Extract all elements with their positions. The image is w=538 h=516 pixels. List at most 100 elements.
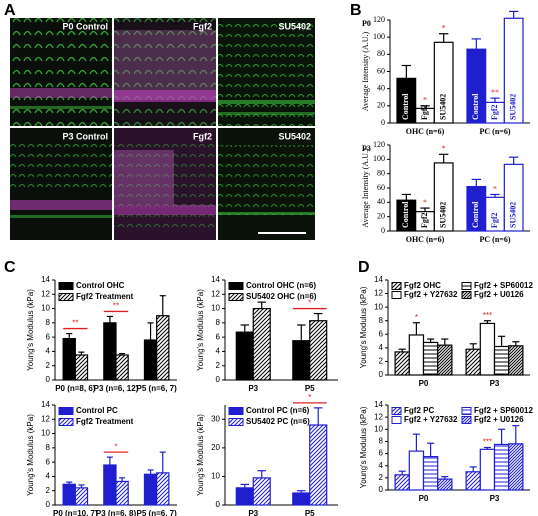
y-tick-label: 40 (377, 197, 385, 206)
x-tick-label: P3 (248, 384, 258, 393)
y-tick-label: 12 (374, 289, 383, 298)
bar (115, 354, 129, 381)
x-tick-label: P3 (n=6, 8) (96, 509, 137, 516)
legend-swatch (58, 407, 74, 415)
x-tick-label: OHC (n=6) (406, 235, 445, 244)
y-tick-label: 12 (374, 412, 383, 421)
x-tick-label: P0 (419, 494, 429, 503)
legend-label: Fgf2 + U0126 (474, 415, 524, 424)
bar (394, 474, 410, 491)
y-tick-label: 60 (377, 183, 385, 192)
significance: * (423, 96, 427, 105)
legend-label: Fgf2 Treatment (76, 292, 134, 301)
micrograph (114, 128, 216, 240)
chart: 0 2 4 6 8 10 12 14 Young's Modulus (kPa) P3 P5 * Con… (196, 275, 338, 393)
bar-label: Control (471, 93, 480, 120)
significance: * (493, 184, 497, 193)
y-tick-label: 10 (41, 429, 50, 438)
bar (479, 448, 496, 491)
y-tick-label: 10 (374, 302, 383, 311)
bar (156, 472, 170, 506)
bar (62, 337, 76, 381)
bar-label: Control (401, 201, 410, 228)
image-label: P0 Control (62, 21, 108, 31)
bar-label: Control (471, 201, 480, 228)
bar (437, 344, 453, 376)
legend-swatch (391, 282, 402, 290)
chart: 0 2 4 6 8 10 12 14 Young's Modulus (kPa) P0 * P3 ***… (359, 275, 533, 388)
y-tick-label: 0 (216, 500, 221, 509)
bar (493, 443, 510, 491)
legend-swatch (391, 407, 402, 415)
chart: 0 10 20 30 Young's Modulus (kPa) P3 P5 * Control… (196, 393, 338, 516)
bar-label: SU5402 (508, 202, 517, 228)
bar-label: Control (401, 93, 410, 120)
chart: 0 2 4 6 8 10 12 14 Young's Modulus (kPa) P0 (n=8,… (26, 275, 177, 393)
legend-label: Control PC (76, 406, 118, 415)
bar (465, 471, 481, 491)
bar (408, 334, 425, 376)
bar (235, 487, 254, 506)
y-tick-label: 10 (211, 304, 220, 313)
y-tick-label: 10 (211, 472, 220, 481)
bar (422, 341, 439, 376)
y-axis-label: Average Intensity (A.U.) (361, 31, 370, 111)
chart: 0 2 4 6 8 10 12 14 Young's Modulus (kPa) P0 P3 *** F… (359, 400, 533, 503)
bar (292, 340, 311, 381)
micrograph (114, 18, 216, 126)
bar (408, 450, 425, 491)
image-label: SU5402 (278, 131, 311, 141)
bar-label: Fgf2 (490, 104, 499, 120)
bar-label: SU5402 (508, 94, 517, 120)
y-tick-label: 40 (377, 83, 385, 92)
significance: ** (72, 319, 78, 328)
micrograph (218, 128, 315, 240)
y-tick-label: 4 (379, 461, 384, 470)
bar (493, 345, 510, 376)
x-tick-label: P0 (n=10, 7) (53, 509, 98, 516)
y-tick-label: 30 (211, 414, 220, 423)
legend-label: SU5402 OHC (n=6) (246, 292, 317, 301)
y-tick-label: 6 (46, 457, 51, 466)
bar (422, 456, 439, 491)
y-tick-label: 8 (46, 318, 51, 327)
y-axis-label: Average Intensity (A.U.) (361, 148, 370, 228)
y-tick-label: 8 (379, 316, 384, 325)
legend-label: Fgf2 OHC (404, 281, 441, 290)
bar (252, 477, 271, 506)
bar (479, 322, 496, 376)
y-tick-label: 14 (374, 400, 383, 409)
y-tick-label: 0 (381, 226, 385, 235)
legend-swatch (228, 293, 244, 301)
bar (292, 492, 311, 506)
legend-swatch (391, 416, 402, 424)
chart-title: P3 (362, 144, 371, 153)
y-tick-label: 2 (46, 486, 51, 495)
legend-label: Fgf2 Treatment (76, 417, 134, 426)
panel-letter: B (350, 2, 362, 19)
y-tick-label: 4 (216, 347, 221, 356)
y-tick-label: 2 (46, 361, 51, 370)
micrograph (10, 18, 112, 126)
y-tick-label: 0 (46, 500, 51, 509)
y-tick-label: 0 (379, 370, 384, 379)
x-tick-label: P0 (419, 379, 429, 388)
bar (465, 348, 481, 376)
y-tick-label: 0 (381, 118, 385, 127)
bar (394, 351, 410, 376)
micrograph (218, 18, 315, 126)
y-tick-label: 20 (211, 443, 220, 452)
y-tick-label: 8 (216, 318, 221, 327)
x-tick-label: P5 (n=6, 7) (137, 384, 178, 393)
bar-label: Fgf2 (490, 212, 499, 228)
y-tick-label: 2 (216, 361, 221, 370)
y-axis-label: Young's Modulus (kPa) (359, 406, 368, 488)
y-tick-label: 8 (379, 437, 384, 446)
y-tick-label: 120 (373, 140, 385, 149)
bar (508, 345, 524, 376)
significance: * (415, 313, 418, 322)
x-tick-label: P3 (490, 494, 500, 503)
y-axis-label: Young's Modulus (kPa) (196, 289, 205, 371)
bar (235, 331, 254, 381)
